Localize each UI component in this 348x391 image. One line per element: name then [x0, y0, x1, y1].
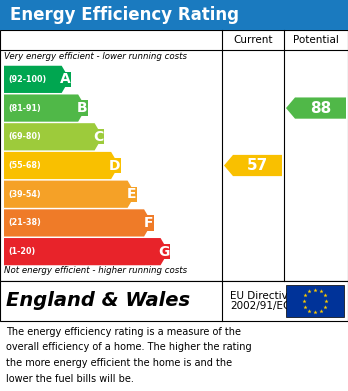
Text: G: G: [158, 245, 169, 258]
Bar: [286, 285, 344, 317]
Bar: [0, 281, 348, 321]
Polygon shape: [4, 238, 168, 265]
Text: 2002/91/EC: 2002/91/EC: [230, 301, 290, 311]
Text: B: B: [77, 101, 87, 115]
Text: (55-68): (55-68): [8, 161, 41, 170]
Text: 88: 88: [310, 100, 331, 116]
Polygon shape: [4, 209, 152, 237]
Text: EU Directive: EU Directive: [230, 291, 294, 301]
Polygon shape: [286, 97, 346, 119]
Text: (92-100): (92-100): [8, 75, 46, 84]
Text: (39-54): (39-54): [8, 190, 41, 199]
Text: overall efficiency of a home. The higher the rating: overall efficiency of a home. The higher…: [6, 343, 252, 353]
Bar: [0, 0, 348, 30]
Text: Potential: Potential: [293, 35, 339, 45]
Text: Very energy efficient - lower running costs: Very energy efficient - lower running co…: [4, 52, 187, 61]
Text: England & Wales: England & Wales: [6, 292, 190, 310]
Text: The energy efficiency rating is a measure of the: The energy efficiency rating is a measur…: [6, 327, 241, 337]
Text: lower the fuel bills will be.: lower the fuel bills will be.: [6, 373, 134, 384]
Text: F: F: [144, 216, 153, 230]
Text: C: C: [93, 130, 104, 144]
Text: Energy Efficiency Rating: Energy Efficiency Rating: [10, 6, 239, 24]
Polygon shape: [4, 181, 136, 208]
Text: the more energy efficient the home is and the: the more energy efficient the home is an…: [6, 358, 232, 368]
Polygon shape: [4, 95, 86, 122]
Text: 57: 57: [247, 158, 268, 173]
Polygon shape: [4, 152, 119, 179]
Text: Not energy efficient - higher running costs: Not energy efficient - higher running co…: [4, 266, 187, 275]
Text: (21-38): (21-38): [8, 219, 41, 228]
Text: D: D: [109, 158, 120, 172]
Text: Current: Current: [233, 35, 273, 45]
Polygon shape: [4, 66, 70, 93]
Text: (1-20): (1-20): [8, 247, 35, 256]
Text: (81-91): (81-91): [8, 104, 41, 113]
Text: (69-80): (69-80): [8, 132, 41, 141]
Text: E: E: [127, 187, 137, 201]
Text: A: A: [60, 72, 71, 86]
Bar: [0, 30, 348, 281]
Polygon shape: [224, 155, 282, 176]
Polygon shape: [4, 123, 103, 151]
